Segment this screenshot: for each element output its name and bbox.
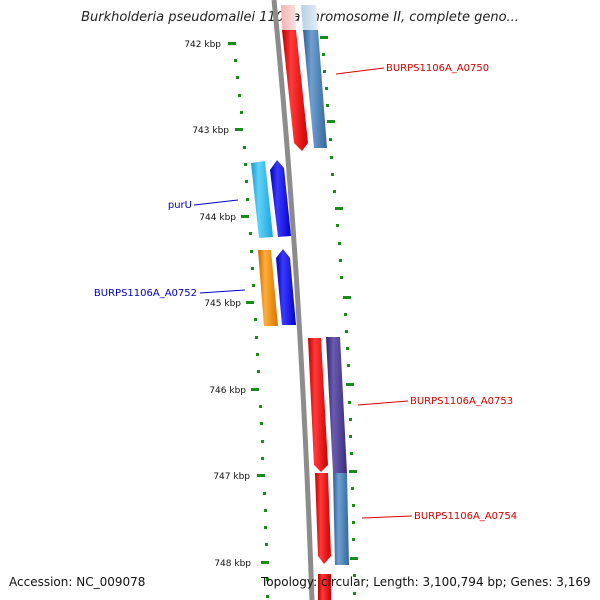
accession-text: Accession: NC_009078 [9, 575, 146, 589]
chromosome-backbone [271, 0, 315, 600]
map-title: Burkholderia pseudomallei 1106a chromoso… [81, 10, 519, 25]
kbp-label-744: 744 kbp [199, 213, 236, 223]
gene-label-purU[interactable]: purU [168, 200, 192, 211]
leader-lines [193, 67, 413, 519]
gene-a0754-steel[interactable] [333, 473, 349, 565]
gene-bottom-red [318, 574, 331, 600]
gene-faded-steel [301, 5, 318, 30]
gene-a0754-red-arrow[interactable] [315, 473, 331, 564]
kbp-label-742: 742 kbp [184, 40, 221, 50]
gene-a0750-red-arrow[interactable] [282, 30, 308, 151]
gene-a0752-orange[interactable] [258, 250, 278, 326]
gene-a0750-steel[interactable] [303, 30, 327, 148]
gene-purU-blue-arrow[interactable] [270, 160, 291, 237]
gene-faded-red [281, 5, 296, 30]
right-tick-marks [320, 36, 358, 595]
gene-a0753-red-arrow[interactable] [308, 338, 328, 472]
kbp-label-748: 748 kbp [214, 559, 251, 569]
kbp-label-743: 743 kbp [192, 126, 229, 136]
kbp-label-745: 745 kbp [204, 299, 241, 309]
gene-a0752-blue-arrow[interactable] [276, 249, 296, 325]
gene-label-a0752[interactable]: BURPS1106A_A0752 [94, 288, 197, 299]
left-tick-marks [228, 42, 269, 598]
kbp-label-747: 747 kbp [213, 472, 250, 482]
gene-label-a0750[interactable]: BURPS1106A_A0750 [386, 63, 489, 74]
gene-purU-cyan[interactable] [251, 161, 273, 238]
gene-label-a0754[interactable]: BURPS1106A_A0754 [414, 511, 517, 522]
gene-a0753-purple[interactable] [326, 337, 347, 473]
genome-stats-text: Topology: circular; Length: 3,100,794 bp… [261, 575, 591, 589]
gene-label-a0753[interactable]: BURPS1106A_A0753 [410, 396, 513, 407]
kbp-label-746: 746 kbp [209, 386, 246, 396]
